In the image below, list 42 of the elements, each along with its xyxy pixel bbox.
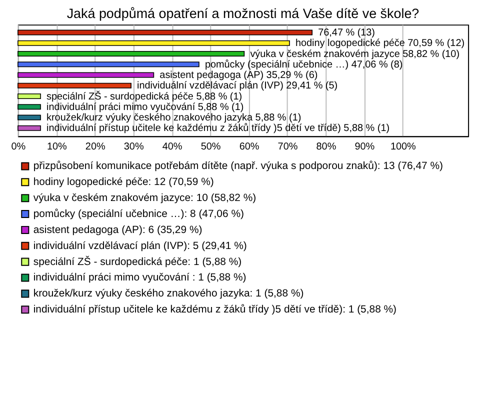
x-tick-label: 70% (278, 142, 298, 153)
legend-label: individuální vzdělávací plán (IVP): 5 (29,41 %) (33, 240, 247, 252)
bar (18, 30, 313, 36)
legend-label: pomůcky (speciální učebnice …): 8 (47,06 %) (33, 208, 244, 220)
x-tick-label: 40% (162, 142, 182, 153)
data-label: individuální vzdělávací plán (IVP) 29,41 % (5) (137, 80, 338, 92)
bar (18, 50, 245, 57)
legend-label: výuka v českém znakovém jazyce: 10 (58,82 %) (33, 193, 256, 204)
bar (18, 104, 41, 110)
legend-label: hodiny logopedické péče: 12 (70,59 %) (33, 177, 214, 188)
x-tick-label: 50% (200, 142, 221, 153)
data-label: pomůcky (speciální učebnice …) 47,06 % (8) (204, 58, 403, 70)
bar (18, 82, 132, 88)
x-tick-label: 90% (354, 142, 375, 153)
x-tick-label: 0% (11, 142, 26, 153)
data-label: hodiny logopedické péče 70,59 % (12) (295, 38, 465, 50)
bar (18, 72, 154, 78)
bar (18, 40, 290, 46)
legend-label: asistent pedagoga (AP): 6 (35,29 %) (33, 224, 202, 236)
legend-label: přizpůsobení komunikace potřebám dítěte (např. výuka s podporou znaků): 13 (76,47 %) (33, 160, 443, 172)
x-tick-label: 100% (390, 142, 416, 153)
bar (18, 125, 41, 131)
bar (18, 114, 41, 120)
bar (18, 93, 41, 100)
x-tick-label: 30% (124, 142, 144, 153)
data-label: kroužek/kurz výuky českého znakového jazyka 5,88 % (1) (46, 112, 302, 124)
data-label: 76,47 % (13) (318, 28, 376, 39)
x-tick-label: 20% (85, 142, 106, 153)
x-tick-label: 80% (316, 142, 336, 153)
data-label: individuální práci mimo vyučování 5,88 % (1) (46, 102, 244, 113)
legend-label: individuální přístup učitele ke každému z žáků třídy )5 dětí ve třídě): 1 (5,88 %) (33, 304, 397, 316)
chart-title: Jaká podpůmá opatření a možnosti má Vaše dítě ve škole? (66, 6, 420, 22)
legend-label: kroužek/kurz výuky českého znakového jazyka: 1 (5,88 %) (33, 288, 304, 300)
x-tick-label: 60% (239, 142, 260, 153)
bar (18, 62, 200, 68)
data-label: výuka v českém znakovém jazyce 58,82 % (10) (250, 48, 460, 60)
data-label: asistent pedagoga (AP) 35,29 % (6) (160, 70, 318, 82)
data-label: speciální ZŠ - surdopedická péče 5,88 % (1) (46, 90, 242, 102)
data-label: individuální přístup učitele ke každému z žáků třídy )5 dětí ve třídě) 5,88 % (1) (46, 122, 390, 134)
legend-label: individuální práci mimo vyučování : 1 (5,88 %) (33, 272, 246, 284)
legend-label: speciální ZŠ - surdopedická péče: 1 (5,88 %) (33, 254, 242, 268)
x-tick-label: 10% (46, 142, 68, 153)
